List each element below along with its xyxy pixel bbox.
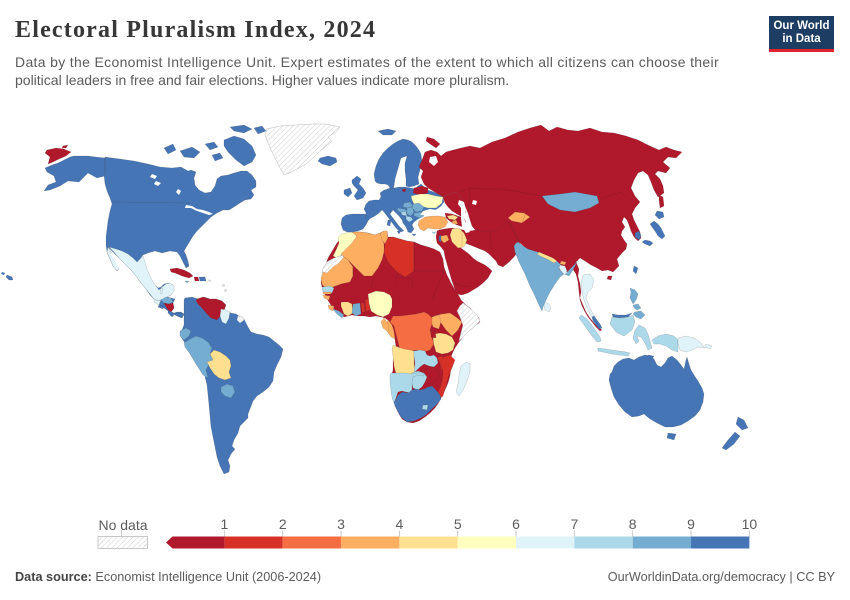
svg-text:3: 3 xyxy=(337,516,345,532)
svg-text:9: 9 xyxy=(687,516,695,532)
svg-text:7: 7 xyxy=(570,516,578,532)
svg-text:10: 10 xyxy=(742,516,758,532)
svg-text:6: 6 xyxy=(512,516,520,532)
svg-text:5: 5 xyxy=(454,516,462,532)
svg-text:8: 8 xyxy=(629,516,637,532)
svg-text:4: 4 xyxy=(395,516,403,532)
svg-text:1: 1 xyxy=(221,516,229,532)
svg-text:2: 2 xyxy=(279,516,287,532)
